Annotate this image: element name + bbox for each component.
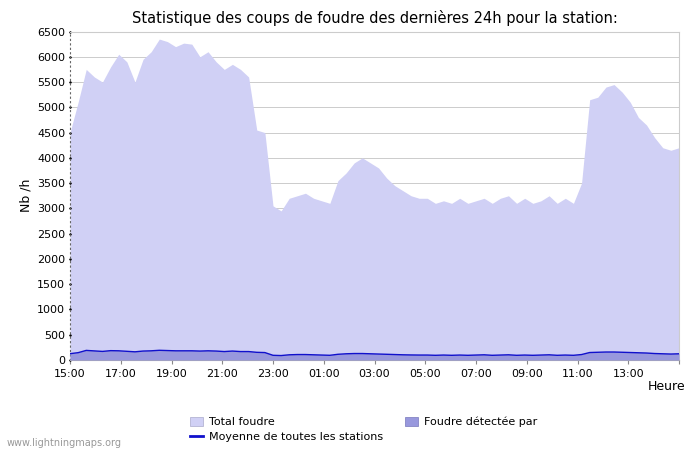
Y-axis label: Nb /h: Nb /h — [20, 179, 33, 212]
Text: www.lightningmaps.org: www.lightningmaps.org — [7, 438, 122, 448]
Title: Statistique des coups de foudre des dernières 24h pour la station:: Statistique des coups de foudre des dern… — [132, 10, 617, 26]
Legend: Total foudre, Moyenne de toutes les stations, Foudre détectée par: Total foudre, Moyenne de toutes les stat… — [186, 413, 541, 446]
Text: Heure: Heure — [648, 380, 685, 393]
